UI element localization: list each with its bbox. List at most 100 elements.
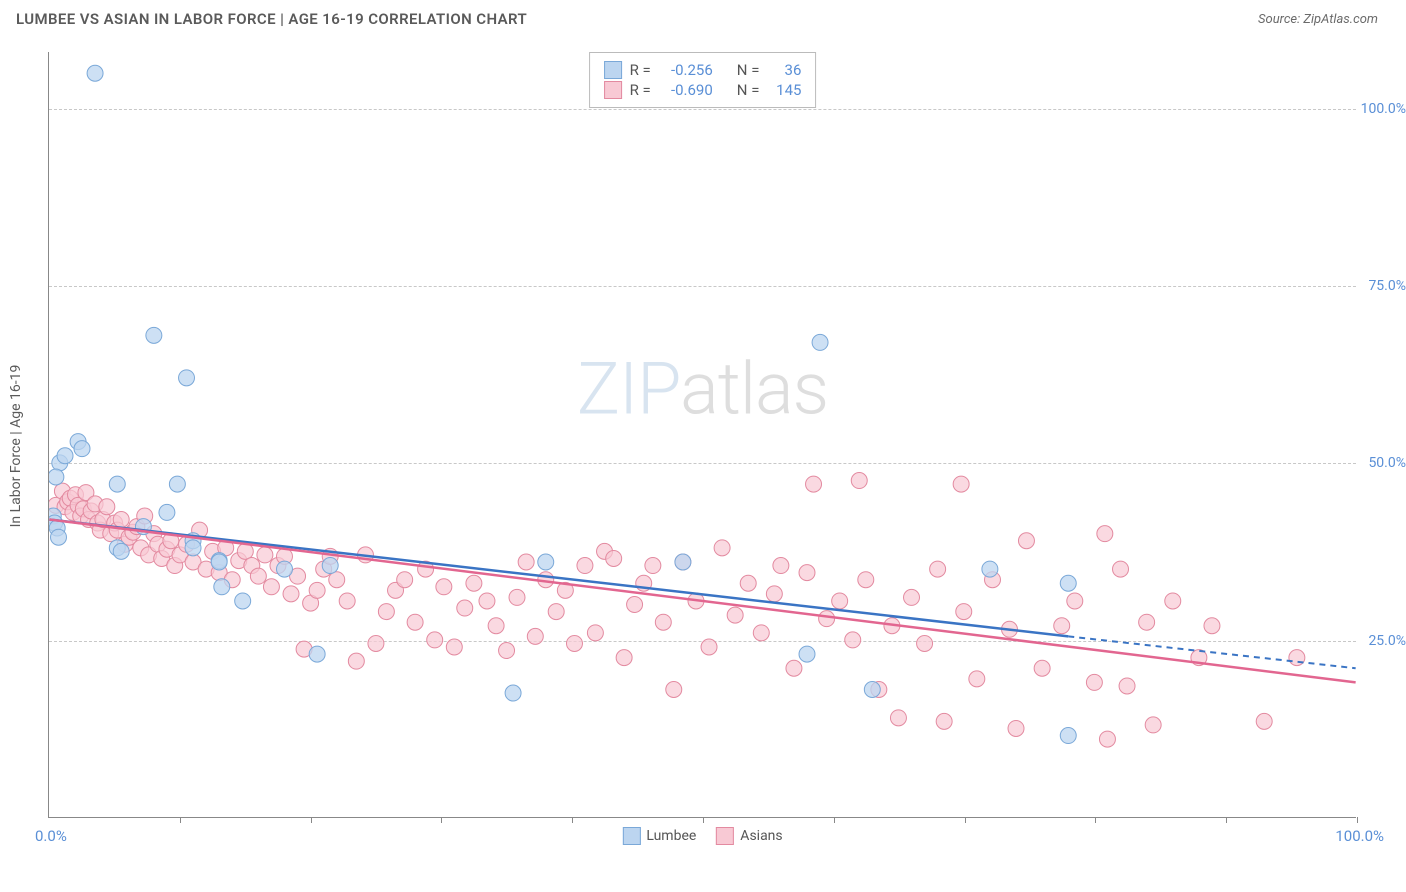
scatter-point-lumbee <box>982 561 998 577</box>
scatter-point-asians <box>917 635 933 651</box>
legend-label-asians: Asians <box>740 828 782 844</box>
n-label: N = <box>737 61 760 79</box>
y-tick-label: 100.0% <box>1360 101 1406 117</box>
scatter-point-lumbee <box>49 469 64 485</box>
x-tick-mark <box>703 817 704 823</box>
scatter-point-lumbee <box>538 554 554 570</box>
chart-area: ZIPatlas R = -0.256 N = 36 R = -0.690 N … <box>48 52 1356 818</box>
x-tick-mark <box>311 817 312 823</box>
scatter-point-lumbee <box>322 558 338 574</box>
scatter-point-asians <box>616 650 632 666</box>
scatter-point-asians <box>566 635 582 651</box>
scatter-point-asians <box>1097 526 1113 542</box>
scatter-point-asians <box>99 499 115 515</box>
scatter-point-asians <box>666 682 682 698</box>
x-label-min: 0.0% <box>35 827 67 845</box>
n-label: N = <box>737 81 760 99</box>
scatter-point-asians <box>466 575 482 591</box>
scatter-point-lumbee <box>1060 728 1076 744</box>
scatter-point-asians <box>250 568 266 584</box>
scatter-point-asians <box>348 653 364 669</box>
scatter-point-lumbee <box>214 579 230 595</box>
scatter-point-lumbee <box>109 476 125 492</box>
scatter-point-asians <box>1008 720 1024 736</box>
source-attribution: Source: ZipAtlas.com <box>1258 12 1378 27</box>
scatter-point-asians <box>446 639 462 655</box>
scatter-point-asians <box>799 565 815 581</box>
scatter-point-asians <box>655 614 671 630</box>
scatter-point-asians <box>263 579 279 595</box>
scatter-point-asians <box>509 589 525 605</box>
scatter-point-asians <box>627 597 643 613</box>
x-tick-mark <box>1357 817 1358 823</box>
swatch-asians <box>604 81 622 99</box>
scatter-point-asians <box>488 618 504 634</box>
scatter-point-asians <box>1018 533 1034 549</box>
r-value-lumbee: -0.256 <box>659 61 713 79</box>
scatter-point-asians <box>845 632 861 648</box>
legend-row-asians: R = -0.690 N = 145 <box>604 81 802 99</box>
scatter-point-asians <box>407 614 423 630</box>
scatter-point-lumbee <box>211 554 227 570</box>
scatter-point-asians <box>577 558 593 574</box>
scatter-point-asians <box>113 512 129 528</box>
scatter-point-asians <box>714 540 730 556</box>
scatter-point-asians <box>1067 593 1083 609</box>
scatter-point-asians <box>397 572 413 588</box>
scatter-point-lumbee <box>1060 575 1076 591</box>
scatter-point-lumbee <box>169 476 185 492</box>
scatter-point-lumbee <box>864 682 880 698</box>
scatter-point-lumbee <box>309 646 325 662</box>
scatter-point-asians <box>773 558 789 574</box>
x-tick-mark <box>1226 817 1227 823</box>
scatter-point-asians <box>1119 678 1135 694</box>
series-legend: Lumbee Asians <box>622 827 782 845</box>
swatch-lumbee <box>604 61 622 79</box>
y-tick-label: 25.0% <box>1360 633 1406 649</box>
scatter-point-lumbee <box>505 685 521 701</box>
chart-title: LUMBEE VS ASIAN IN LABOR FORCE | AGE 16-… <box>16 10 527 28</box>
scatter-point-asians <box>339 593 355 609</box>
scatter-point-asians <box>904 589 920 605</box>
y-axis-label: In Labor Force | Age 16-19 <box>8 365 24 528</box>
x-tick-mark <box>441 817 442 823</box>
scatter-point-asians <box>518 554 534 570</box>
correlation-legend: R = -0.256 N = 36 R = -0.690 N = 145 <box>589 52 817 108</box>
scatter-point-asians <box>890 710 906 726</box>
scatter-point-lumbee <box>179 370 195 386</box>
scatter-point-lumbee <box>185 540 201 556</box>
x-tick-mark <box>572 817 573 823</box>
scatter-point-asians <box>1139 614 1155 630</box>
scatter-point-asians <box>858 572 874 588</box>
scatter-point-lumbee <box>74 441 90 457</box>
scatter-point-asians <box>479 593 495 609</box>
scatter-point-lumbee <box>87 65 103 81</box>
scatter-point-lumbee <box>51 529 67 545</box>
scatter-point-asians <box>1256 713 1272 729</box>
n-value-asians: 145 <box>767 81 801 99</box>
x-tick-mark <box>965 817 966 823</box>
scatter-point-asians <box>257 547 273 563</box>
scatter-point-asians <box>1054 618 1070 634</box>
scatter-point-asians <box>832 593 848 609</box>
scatter-point-asians <box>766 586 782 602</box>
scatter-point-asians <box>956 604 972 620</box>
x-tick-mark <box>834 817 835 823</box>
scatter-point-asians <box>436 579 452 595</box>
n-value-lumbee: 36 <box>767 61 801 79</box>
scatter-point-lumbee <box>799 646 815 662</box>
scatter-point-asians <box>1165 593 1181 609</box>
scatter-point-asians <box>953 476 969 492</box>
scatter-point-asians <box>587 625 603 641</box>
scatter-point-asians <box>329 572 345 588</box>
scatter-point-asians <box>740 575 756 591</box>
scatter-point-asians <box>969 671 985 687</box>
scatter-point-lumbee <box>113 543 129 559</box>
scatter-point-asians <box>1204 618 1220 634</box>
scatter-point-lumbee <box>57 448 73 464</box>
scatter-point-asians <box>368 635 384 651</box>
scatter-point-asians <box>283 586 299 602</box>
scatter-point-asians <box>936 713 952 729</box>
scatter-point-asians <box>606 550 622 566</box>
scatter-point-asians <box>1099 731 1115 747</box>
